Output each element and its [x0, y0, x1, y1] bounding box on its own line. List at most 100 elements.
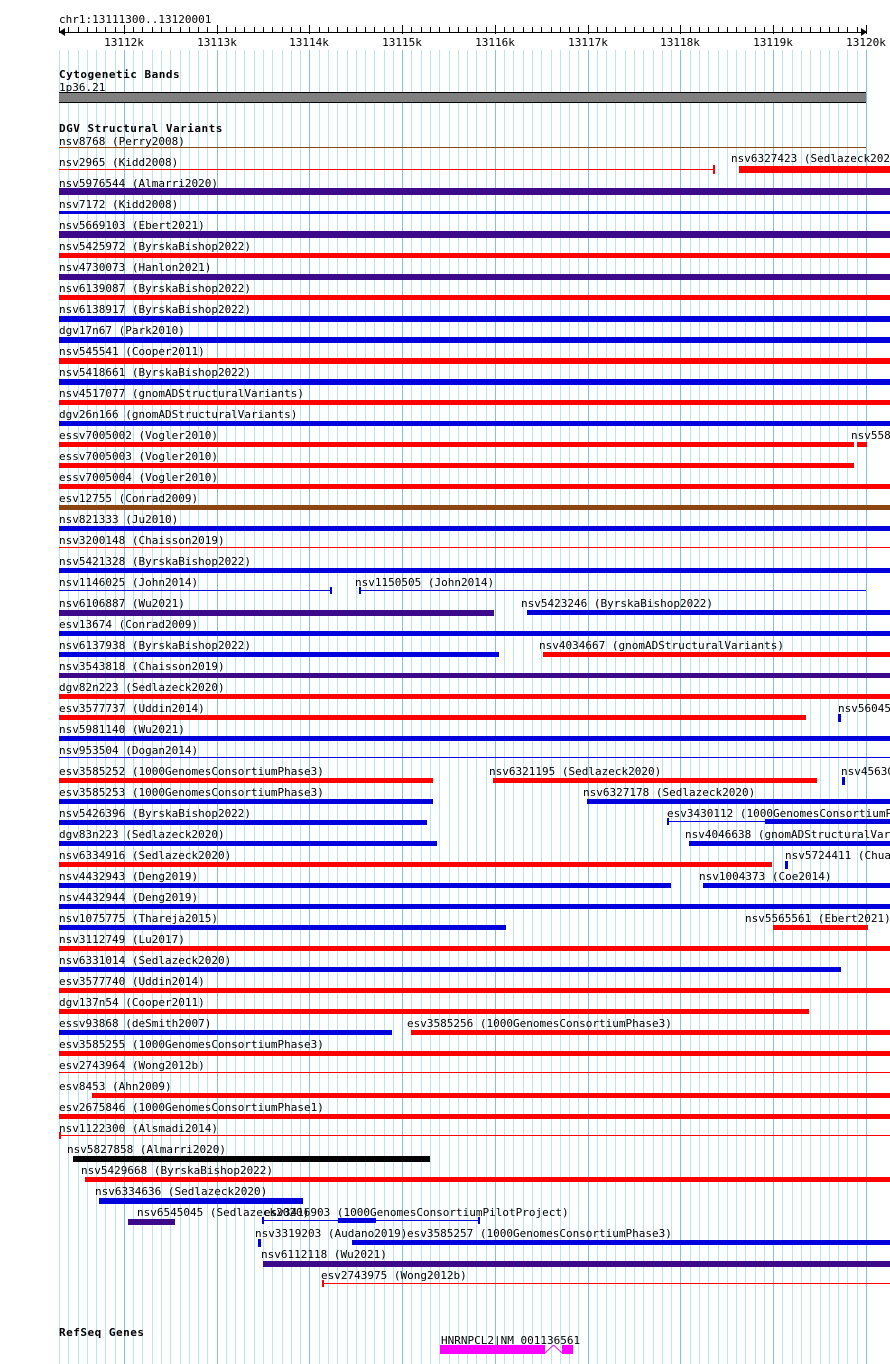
- variant-bar[interactable]: [59, 631, 890, 636]
- variant-bar[interactable]: [59, 463, 854, 468]
- variant-label[interactable]: esv2743964 (Wong2012b): [59, 1059, 205, 1072]
- variant-label[interactable]: nsv3112749 (Lu2017): [59, 933, 185, 946]
- variant-label[interactable]: dgv137n54 (Cooper2011): [59, 996, 205, 1009]
- variant-bar[interactable]: [59, 841, 437, 846]
- variant-label[interactable]: dgv17n67 (Park2010): [59, 324, 185, 337]
- variant-bar[interactable]: [527, 610, 890, 615]
- gene-exon[interactable]: [562, 1345, 573, 1354]
- variant-label[interactable]: nsv5429668 (ByrskaBishop2022): [81, 1164, 274, 1177]
- variant-bar[interactable]: [59, 988, 890, 993]
- variant-bar[interactable]: [322, 1283, 890, 1284]
- variant-label[interactable]: esv2675846 (1000GenomesConsortiumPhase1): [59, 1101, 324, 1114]
- variant-label[interactable]: nsv5426396 (ByrskaBishop2022): [59, 807, 252, 820]
- variant-bar[interactable]: [59, 147, 866, 148]
- variant-bar[interactable]: [59, 442, 854, 447]
- variant-label[interactable]: nsv2965 (Kidd2008): [59, 156, 179, 169]
- variant-bar[interactable]: [59, 358, 890, 364]
- variant-label[interactable]: nsv1150505 (John2014): [355, 576, 495, 589]
- variant-label[interactable]: nsv5421328 (ByrskaBishop2022): [59, 555, 252, 568]
- variant-label[interactable]: nsv6137938 (ByrskaBishop2022): [59, 639, 252, 652]
- variant-label[interactable]: nsv3200148 (Chaisson2019): [59, 534, 225, 547]
- variant-bar-thick-segment[interactable]: [765, 819, 890, 824]
- variant-bar[interactable]: [411, 1030, 890, 1035]
- variant-label[interactable]: nsv3319203 (Audano2019): [255, 1227, 408, 1240]
- variant-bar[interactable]: [493, 778, 817, 783]
- variant-label[interactable]: esv12755 (Conrad2009): [59, 492, 199, 505]
- gene-exon[interactable]: [440, 1345, 545, 1354]
- variant-label[interactable]: essv7005003 (Vogler2010): [59, 450, 218, 463]
- variant-label[interactable]: nsv3543818 (Chaisson2019): [59, 660, 225, 673]
- variant-bar[interactable]: [59, 400, 890, 405]
- variant-label[interactable]: esv3430112 (1000GenomesConsortiumPilot: [667, 807, 890, 820]
- variant-label[interactable]: nsv5565561 (Ebert2021): [745, 912, 890, 925]
- variant-bar[interactable]: [59, 610, 494, 616]
- variant-bar[interactable]: [92, 1093, 890, 1098]
- variant-bar[interactable]: [59, 946, 890, 951]
- variant-bar[interactable]: [59, 904, 890, 909]
- variant-bar[interactable]: [352, 1240, 890, 1245]
- variant-bar[interactable]: [59, 337, 890, 343]
- variant-bar[interactable]: [73, 1156, 430, 1162]
- variant-bar[interactable]: [59, 484, 890, 489]
- variant-label[interactable]: esv2743975 (Wong2012b): [321, 1269, 467, 1282]
- variant-label[interactable]: esv3585256 (1000GenomesConsortiumPhase3): [407, 1017, 672, 1030]
- variant-bar[interactable]: [59, 925, 506, 930]
- variant-label[interactable]: nsv4730073 (Hanlon2021): [59, 261, 212, 274]
- variant-bar[interactable]: [59, 736, 890, 741]
- variant-bar[interactable]: [59, 379, 890, 385]
- variant-label[interactable]: essv7005002 (Vogler2010): [59, 429, 218, 442]
- variant-bar[interactable]: [59, 169, 715, 170]
- variant-bar[interactable]: [785, 861, 788, 869]
- gene-label[interactable]: HNRNPCL2|NM_001136561: [441, 1334, 581, 1347]
- variant-label[interactable]: nsv6138917 (ByrskaBishop2022): [59, 303, 252, 316]
- variant-bar[interactable]: [59, 1114, 890, 1119]
- variant-bar[interactable]: [85, 1177, 890, 1182]
- variant-label[interactable]: nsv7172 (Kidd2008): [59, 198, 179, 211]
- variant-bar[interactable]: [59, 1072, 890, 1073]
- variant-label[interactable]: nsv8768 (Perry2008): [59, 135, 185, 148]
- variant-label[interactable]: nsv5423246 (ByrskaBishop2022): [521, 597, 714, 610]
- variant-bar[interactable]: [59, 231, 890, 238]
- variant-bar[interactable]: [59, 799, 433, 804]
- variant-bar[interactable]: [59, 694, 890, 699]
- variant-bar[interactable]: [263, 1261, 890, 1267]
- variant-label[interactable]: dgv26n166 (gnomADStructuralVariants): [59, 408, 298, 421]
- variant-bar[interactable]: [59, 211, 890, 214]
- variant-label[interactable]: nsv560457: [838, 702, 890, 715]
- variant-bar[interactable]: [59, 757, 890, 758]
- variant-bar[interactable]: [689, 841, 890, 846]
- variant-label[interactable]: nsv6139087 (ByrskaBishop2022): [59, 282, 252, 295]
- variant-label[interactable]: nsv4046638 (gnomADStructuralVarian: [685, 828, 890, 841]
- variant-bar[interactable]: [59, 673, 890, 678]
- variant-label[interactable]: nsv5827858 (Almarri2020): [67, 1143, 226, 1156]
- variant-bar[interactable]: [59, 274, 890, 280]
- variant-label[interactable]: nsv6327178 (Sedlazeck2020): [583, 786, 756, 799]
- variant-bar[interactable]: [59, 526, 890, 531]
- variant-label[interactable]: nsv6334636 (Sedlazeck2020): [95, 1185, 268, 1198]
- variant-label[interactable]: nsv5669103 (Ebert2021): [59, 219, 205, 232]
- variant-label[interactable]: nsv5976544 (Almarri2020): [59, 177, 218, 190]
- variant-bar[interactable]: [59, 1135, 890, 1136]
- variant-label[interactable]: nsv1146025 (John2014): [59, 576, 199, 589]
- variant-label[interactable]: esv3577737 (Uddin2014): [59, 702, 205, 715]
- variant-bar[interactable]: [59, 652, 499, 657]
- variant-bar[interactable]: [842, 777, 845, 785]
- variant-label[interactable]: esv3585257 (1000GenomesConsortiumPhase3): [407, 1227, 672, 1240]
- variant-label[interactable]: nsv6321195 (Sedlazeck2020): [489, 765, 662, 778]
- variant-bar[interactable]: [59, 1009, 809, 1014]
- variant-label[interactable]: nsv6112118 (Wu2021): [261, 1248, 387, 1261]
- variant-bar[interactable]: [59, 421, 890, 426]
- variant-bar[interactable]: [703, 883, 890, 888]
- variant-bar[interactable]: [59, 568, 890, 573]
- variant-bar[interactable]: [857, 442, 867, 447]
- variant-bar[interactable]: [59, 547, 890, 548]
- cytoband-bar[interactable]: [59, 92, 866, 103]
- variant-bar[interactable]: [587, 799, 890, 804]
- variant-bar[interactable]: [59, 820, 427, 825]
- variant-bar[interactable]: [59, 967, 841, 972]
- variant-bar[interactable]: [359, 590, 866, 591]
- variant-bar[interactable]: [59, 715, 806, 720]
- variant-label[interactable]: nsv6334916 (Sedlazeck2020): [59, 849, 232, 862]
- variant-bar[interactable]: [59, 1051, 890, 1056]
- variant-label[interactable]: essv7005004 (Vogler2010): [59, 471, 218, 484]
